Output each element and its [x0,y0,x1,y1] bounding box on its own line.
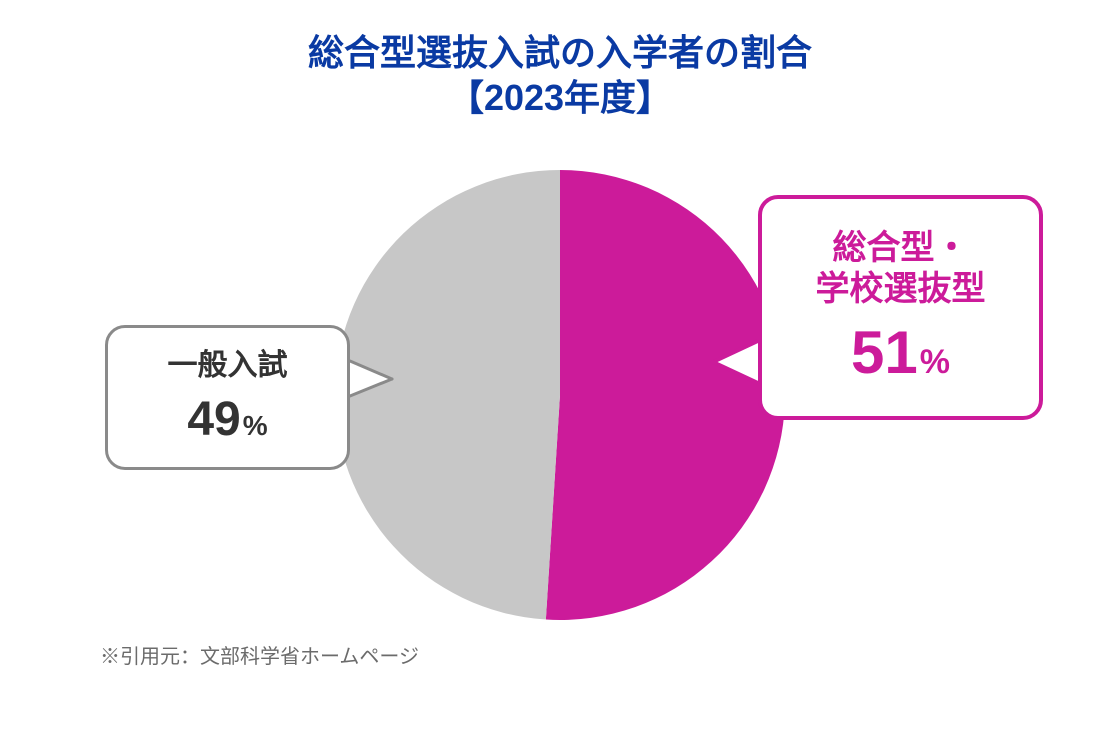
callout-left: 一般入試 49% [105,325,350,470]
callout-right-pct: % [920,343,950,382]
callout-right-number: 51 [851,318,918,387]
callout-left-number: 49 [187,392,240,447]
callout-left-label: 一般入試 [168,348,288,384]
callout-right-label-2: 学校選抜型 [816,269,986,310]
callout-left-pct: % [243,410,268,442]
citation-text: ※引用元：文部科学省ホームページ [100,640,419,669]
callout-right: 総合型・ 学校選抜型 51% [758,195,1043,420]
callout-right-label-1: 総合型・ [833,228,969,269]
callout-right-value: 51% [851,318,950,387]
callout-left-value: 49% [187,392,267,447]
